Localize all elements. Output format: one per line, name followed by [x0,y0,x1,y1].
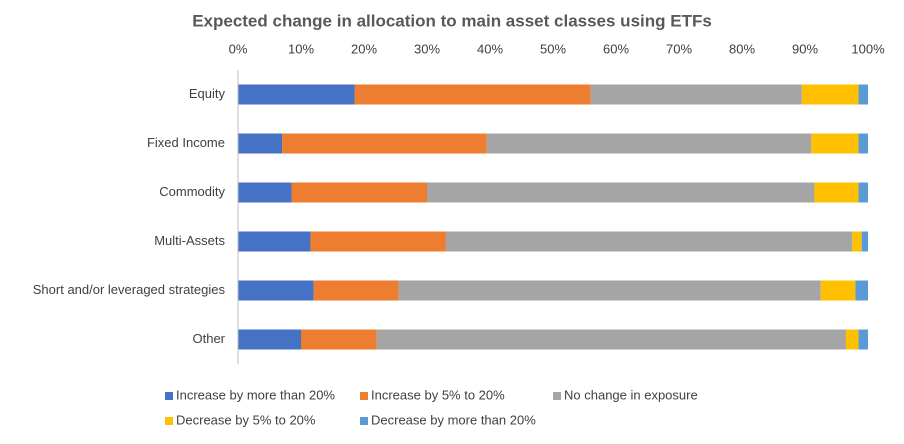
y-tick-label: Fixed Income [147,135,225,150]
x-tick-label: 0% [229,41,248,56]
legend-label: No change in exposure [564,387,698,402]
legend-swatch [165,392,173,400]
bar-segment [238,280,314,301]
bar-segment [238,329,301,350]
y-tick-label: Multi-Assets [154,233,225,248]
legend-label: Decrease by more than 20% [371,412,536,427]
x-tick-label: 30% [414,41,440,56]
bar-segment [301,329,377,350]
chart-title: Expected change in allocation to main as… [192,11,712,30]
y-tick-label: Short and/or leveraged strategies [33,282,226,297]
legend-swatch [360,392,368,400]
x-tick-label: 40% [477,41,503,56]
y-tick-label: Commodity [159,184,225,199]
bar-segment [486,133,812,154]
bar-segment [238,182,292,203]
x-tick-label: 20% [351,41,377,56]
x-tick-label: 60% [603,41,629,56]
bar-segment [852,231,862,252]
bar-segment [445,231,853,252]
x-tick-label: 50% [540,41,566,56]
x-tick-label: 100% [851,41,885,56]
bar-segment [811,133,859,154]
bar-segment [354,84,591,105]
x-tick-label: 10% [288,41,314,56]
bar-segment [238,84,355,105]
bar-segment [310,231,446,252]
y-tick-label: Equity [189,86,226,101]
bar-segment [845,329,859,350]
bar-segment [291,182,427,203]
bar-segment [427,182,815,203]
legend-label: Increase by 5% to 20% [371,387,505,402]
bar-segment [861,231,868,252]
bar-segment [858,84,868,105]
bar-segment [238,133,283,154]
bar-segment [590,84,802,105]
legend-swatch [165,417,173,425]
x-tick-label: 70% [666,41,692,56]
bar-segment [282,133,487,154]
bar-segment [855,280,868,301]
bar-segment [376,329,846,350]
bar-segment [801,84,859,105]
bar-segment [820,280,856,301]
x-tick-label: 80% [729,41,755,56]
legend-label: Increase by more than 20% [176,387,335,402]
x-tick-label: 90% [792,41,818,56]
bar-segment [398,280,821,301]
bar-segment [858,133,868,154]
bar-segment [858,182,868,203]
bar-segment [814,182,859,203]
legend-swatch [553,392,561,400]
bar-segment [858,329,868,350]
y-tick-label: Other [192,331,225,346]
legend-label: Decrease by 5% to 20% [176,412,316,427]
bar-segment [313,280,399,301]
bar-segment [238,231,311,252]
legend-swatch [360,417,368,425]
